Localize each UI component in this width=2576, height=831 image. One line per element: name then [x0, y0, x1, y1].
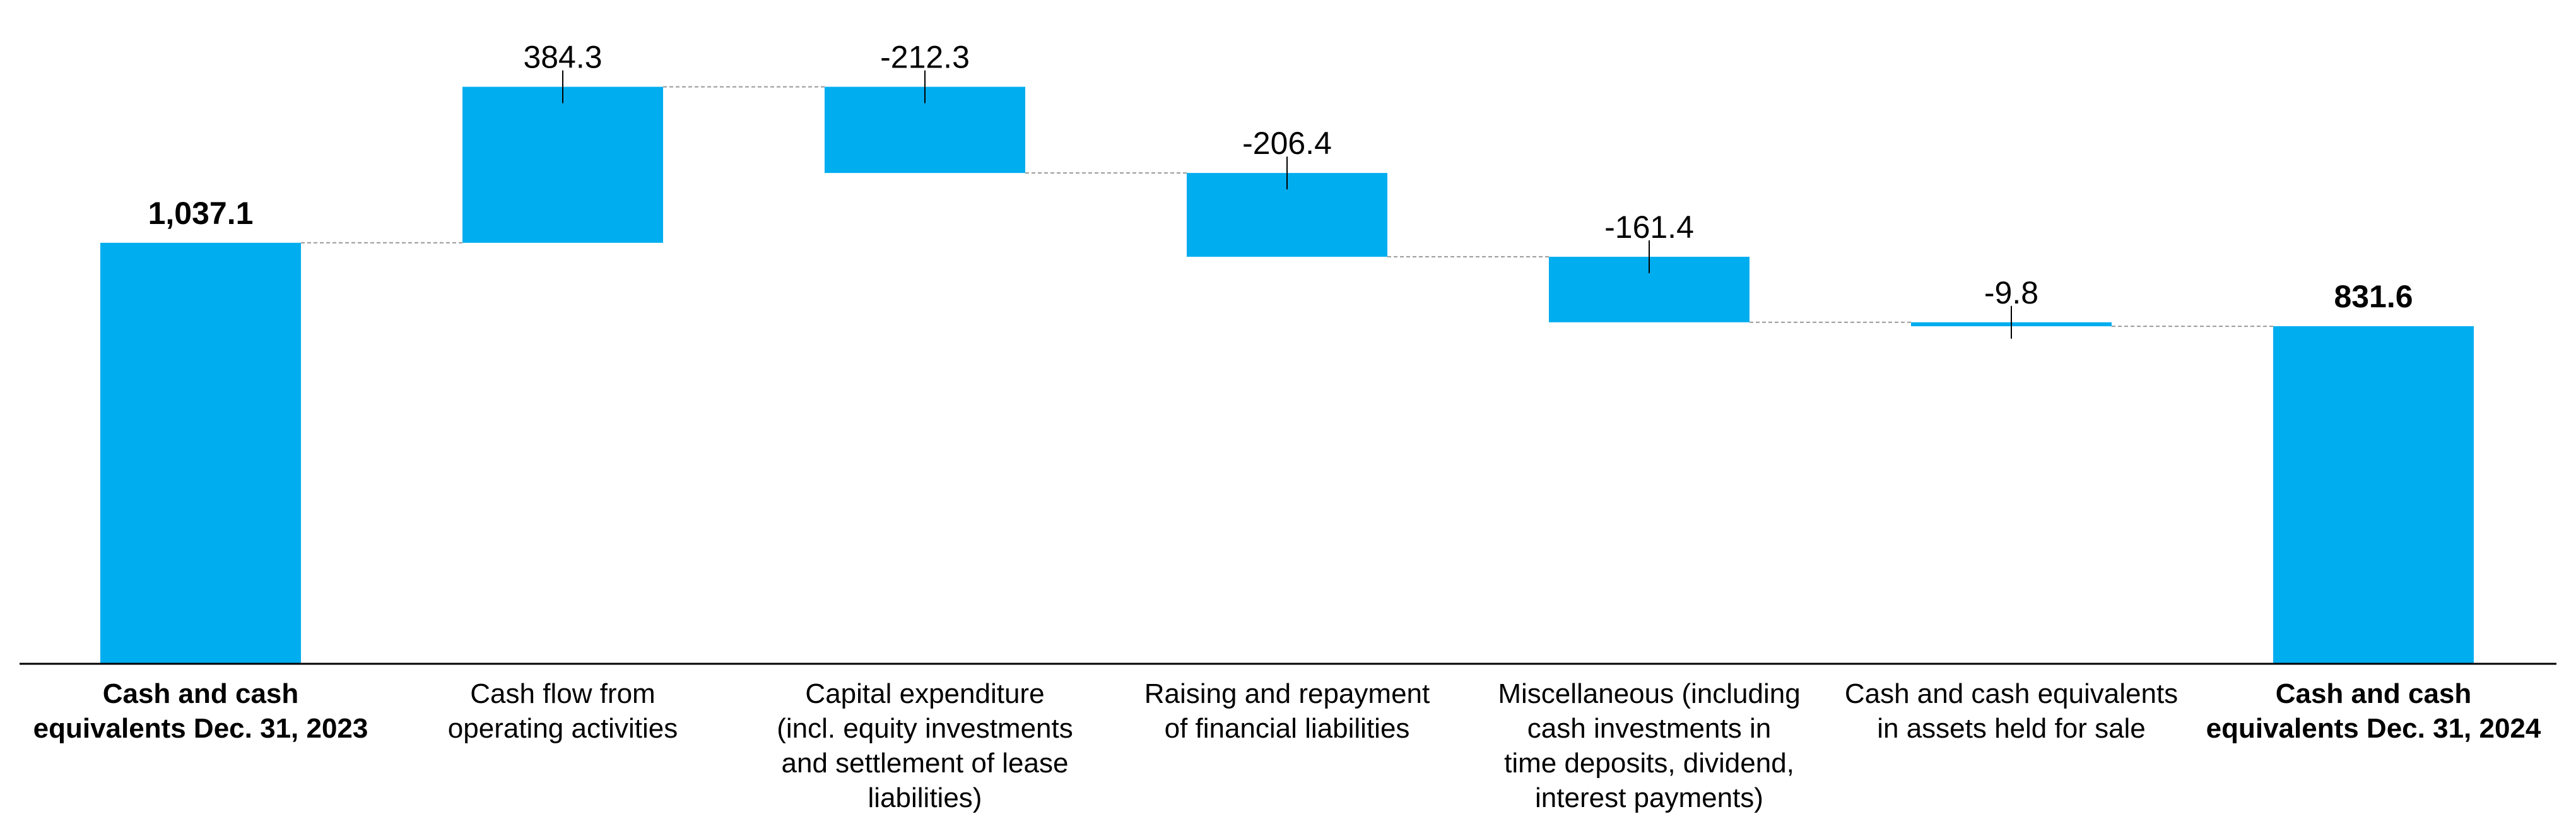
bar [100, 242, 301, 664]
x-tick-label: Cash and cash equivalents in assets held… [1844, 678, 2179, 744]
x-tick-label: Raising and repayment of financial liabi… [1144, 678, 1430, 744]
value-label: 1,037.1 [148, 196, 254, 231]
x-tick-label: Capital expenditure (incl. equity invest… [777, 678, 1073, 813]
x-tick-label: Cash flow from operating activities [447, 678, 678, 744]
value-label: -161.4 [1604, 209, 1694, 245]
bar [2273, 326, 2474, 664]
x-tick-label: Cash and cash equivalents Dec. 31, 2024 [2206, 678, 2541, 744]
value-label: 384.3 [523, 40, 602, 75]
x-tick-label: Miscellaneous (including cash investment… [1498, 678, 1801, 813]
value-label: -9.8 [1984, 275, 2038, 310]
x-tick-label: Cash and cash equivalents Dec. 31, 2023 [33, 678, 368, 744]
value-label: -212.3 [880, 40, 970, 75]
value-label: 831.6 [2334, 279, 2413, 314]
value-label: -206.4 [1242, 126, 1332, 161]
bar [462, 86, 663, 243]
